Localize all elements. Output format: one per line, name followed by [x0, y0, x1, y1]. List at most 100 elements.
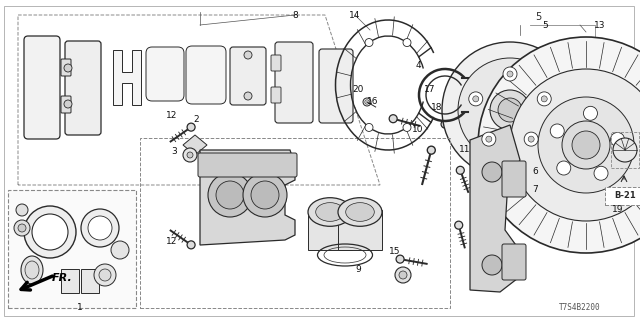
Circle shape — [99, 269, 111, 281]
Text: 2: 2 — [193, 116, 199, 124]
Text: 8: 8 — [292, 11, 298, 20]
Circle shape — [244, 92, 252, 100]
Polygon shape — [470, 125, 522, 292]
FancyBboxPatch shape — [61, 59, 71, 76]
Circle shape — [538, 97, 634, 193]
Text: 11: 11 — [460, 146, 471, 155]
Circle shape — [524, 132, 538, 146]
Circle shape — [403, 124, 411, 132]
Circle shape — [490, 90, 530, 130]
FancyBboxPatch shape — [65, 41, 101, 135]
Circle shape — [614, 202, 622, 210]
Text: FR.: FR. — [52, 273, 73, 283]
Circle shape — [251, 181, 279, 209]
FancyBboxPatch shape — [271, 87, 281, 103]
Circle shape — [94, 264, 116, 286]
FancyBboxPatch shape — [308, 210, 352, 250]
Text: 15: 15 — [389, 247, 401, 257]
Text: B-21: B-21 — [614, 191, 636, 201]
Circle shape — [187, 241, 195, 249]
FancyBboxPatch shape — [146, 47, 184, 101]
Text: 17: 17 — [424, 85, 436, 94]
Text: T7S4B2200: T7S4B2200 — [559, 303, 601, 312]
Ellipse shape — [25, 261, 39, 279]
Circle shape — [478, 37, 640, 253]
Text: 10: 10 — [412, 125, 424, 134]
Circle shape — [537, 92, 551, 106]
Circle shape — [613, 138, 637, 162]
FancyBboxPatch shape — [271, 55, 281, 71]
Text: 5: 5 — [535, 12, 541, 22]
Circle shape — [243, 173, 287, 217]
Circle shape — [441, 120, 449, 128]
Circle shape — [442, 42, 578, 178]
Text: 3: 3 — [171, 148, 177, 156]
Circle shape — [482, 162, 502, 182]
Circle shape — [183, 148, 197, 162]
Circle shape — [16, 204, 28, 216]
FancyBboxPatch shape — [186, 46, 226, 104]
Circle shape — [32, 214, 68, 250]
Circle shape — [18, 224, 26, 232]
Ellipse shape — [21, 256, 43, 284]
Polygon shape — [113, 50, 141, 105]
Text: 18: 18 — [431, 102, 443, 111]
Text: 12: 12 — [166, 237, 178, 246]
Circle shape — [399, 271, 407, 279]
Circle shape — [550, 124, 564, 138]
Circle shape — [365, 39, 373, 47]
Circle shape — [557, 161, 571, 175]
Circle shape — [468, 92, 483, 106]
Polygon shape — [200, 150, 295, 245]
Polygon shape — [183, 135, 207, 155]
Circle shape — [486, 136, 492, 142]
Circle shape — [244, 51, 252, 59]
Circle shape — [187, 152, 193, 158]
Circle shape — [216, 181, 244, 209]
FancyBboxPatch shape — [502, 244, 526, 280]
Circle shape — [24, 206, 76, 258]
Circle shape — [395, 267, 411, 283]
Circle shape — [454, 221, 463, 229]
Circle shape — [482, 132, 496, 146]
Circle shape — [473, 96, 479, 102]
FancyBboxPatch shape — [230, 47, 266, 105]
Circle shape — [458, 58, 562, 162]
FancyBboxPatch shape — [61, 96, 71, 113]
FancyBboxPatch shape — [605, 187, 640, 205]
Circle shape — [528, 136, 534, 142]
Circle shape — [81, 209, 119, 247]
Circle shape — [64, 100, 72, 108]
FancyBboxPatch shape — [81, 269, 99, 293]
Circle shape — [510, 69, 640, 221]
Circle shape — [503, 67, 517, 81]
Circle shape — [396, 255, 404, 263]
Circle shape — [208, 173, 252, 217]
Text: 14: 14 — [349, 11, 361, 20]
Circle shape — [572, 131, 600, 159]
Text: 5: 5 — [542, 20, 548, 29]
Text: 13: 13 — [595, 20, 605, 29]
Circle shape — [111, 241, 129, 259]
Ellipse shape — [338, 198, 382, 226]
Circle shape — [14, 220, 30, 236]
Ellipse shape — [308, 198, 352, 226]
Circle shape — [64, 64, 72, 72]
Text: 16: 16 — [367, 98, 379, 107]
FancyBboxPatch shape — [24, 36, 60, 139]
FancyBboxPatch shape — [275, 42, 313, 123]
Text: 20: 20 — [352, 85, 364, 94]
Circle shape — [594, 166, 608, 180]
Circle shape — [389, 115, 397, 123]
Circle shape — [456, 166, 464, 174]
Circle shape — [365, 100, 369, 104]
Circle shape — [365, 124, 373, 132]
Circle shape — [403, 39, 411, 47]
FancyBboxPatch shape — [61, 269, 79, 293]
FancyBboxPatch shape — [319, 49, 353, 123]
FancyBboxPatch shape — [8, 190, 136, 308]
Circle shape — [482, 255, 502, 275]
Text: 19: 19 — [612, 205, 624, 214]
Circle shape — [541, 96, 547, 102]
Circle shape — [88, 216, 112, 240]
